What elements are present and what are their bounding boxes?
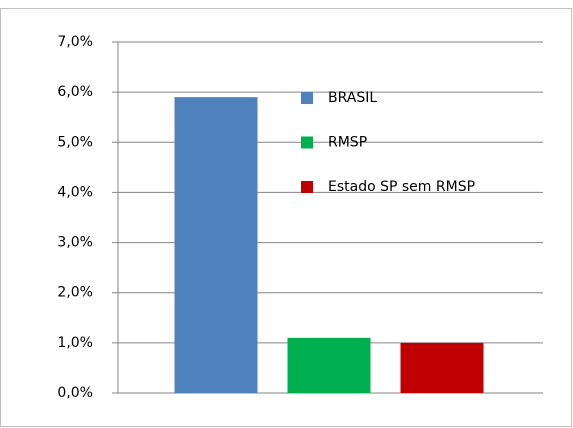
bar xyxy=(174,97,258,394)
legend-label: BRASIL xyxy=(328,90,377,106)
legend-swatch xyxy=(301,92,313,104)
legend-label: Estado SP sem RMSP xyxy=(328,179,475,195)
y-tick-label: 4,0% xyxy=(57,184,93,200)
y-tick-label: 3,0% xyxy=(57,235,93,251)
bar xyxy=(287,337,371,393)
y-tick-label: 1,0% xyxy=(57,335,93,351)
y-tick-label: 2,0% xyxy=(57,285,93,301)
y-tick-label: 5,0% xyxy=(57,134,93,150)
y-tick-label: 6,0% xyxy=(57,84,93,100)
y-tick-label: 0,0% xyxy=(57,385,93,401)
chart-frame xyxy=(0,8,572,427)
y-tick-label: 7,0% xyxy=(57,34,93,50)
legend-swatch xyxy=(301,181,313,193)
bar xyxy=(400,342,484,393)
legend-swatch xyxy=(301,136,313,149)
legend-label: RMSP xyxy=(328,135,367,151)
